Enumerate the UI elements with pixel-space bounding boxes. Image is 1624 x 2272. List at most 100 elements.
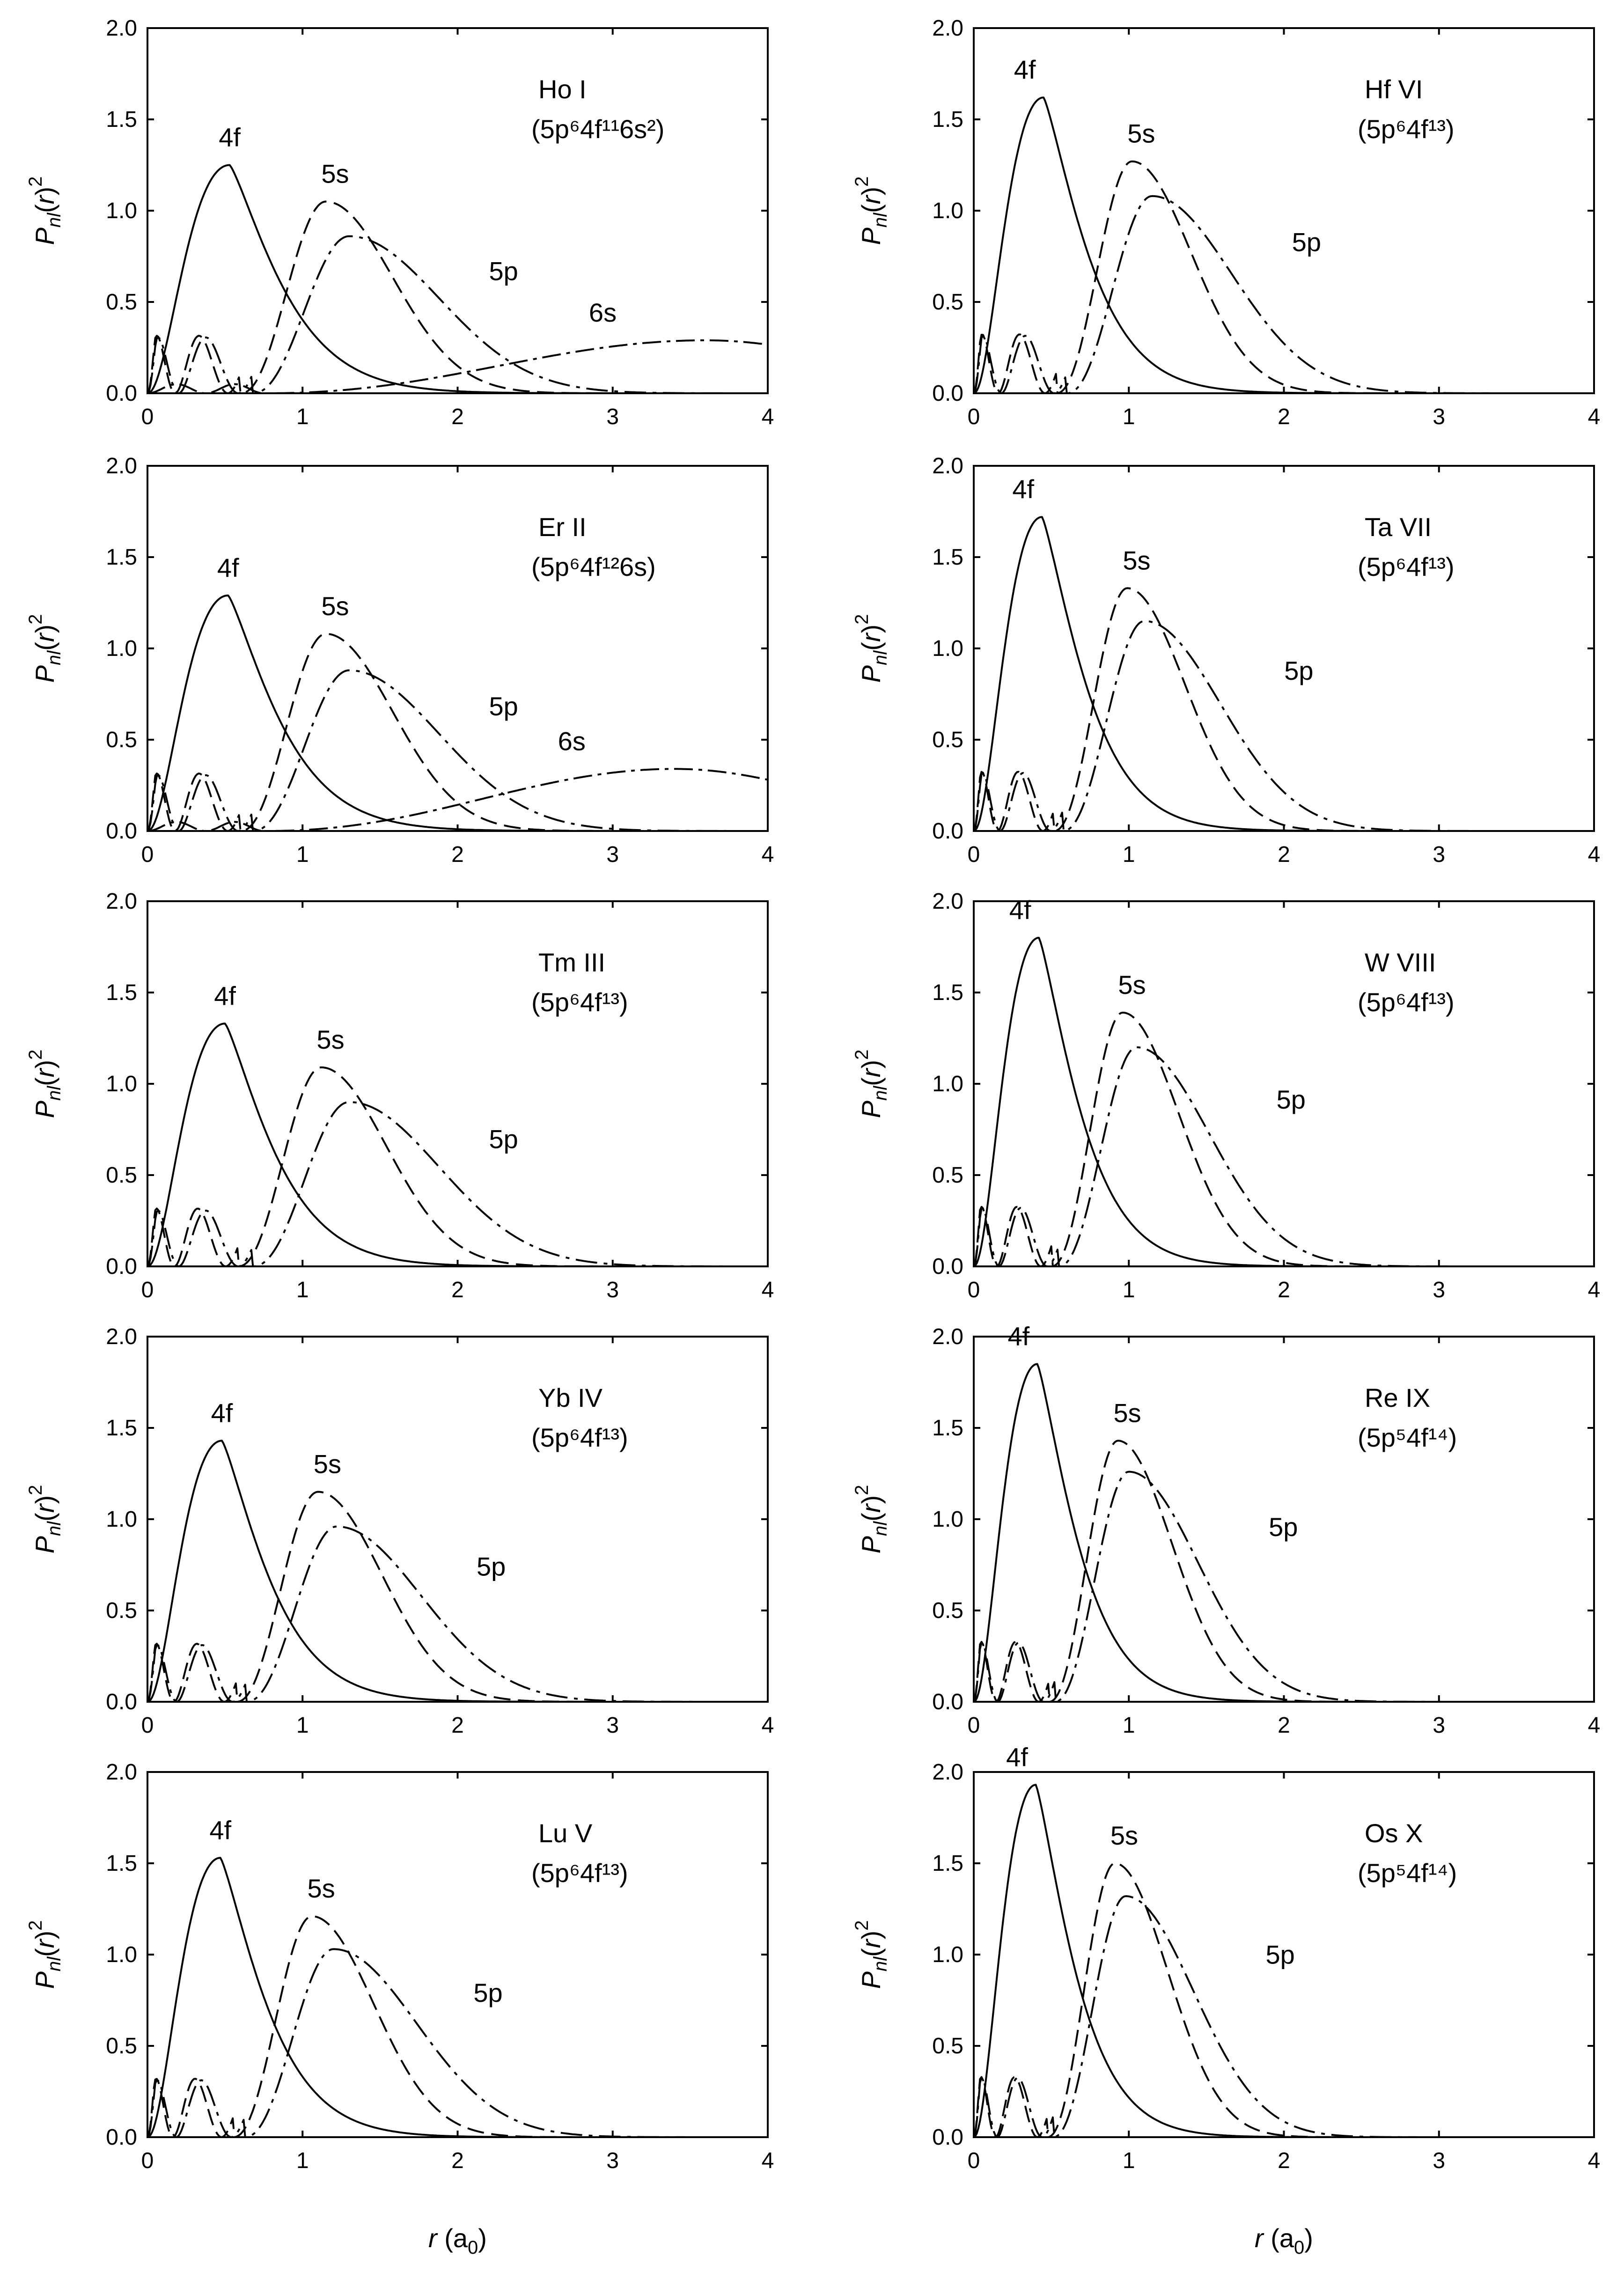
x-tick-label: 4 (1588, 404, 1601, 429)
y-axis-label: Pnl(r)2 (25, 614, 65, 683)
y-tick-label: 2.0 (106, 889, 137, 914)
y-axis-label: Pnl(r)2 (25, 1920, 65, 1989)
y-tick-label: 0.0 (106, 1690, 137, 1714)
curve-label-4f: 4f (1014, 55, 1036, 84)
x-tick-label: 4 (762, 842, 774, 867)
series-5s-line (147, 1915, 768, 2138)
ion-configuration: (5p⁶4f¹²6s) (531, 552, 656, 581)
plot-frame (147, 900, 769, 1267)
series-5s-line (973, 1862, 1594, 2138)
y-tick-label: 0.0 (106, 819, 137, 844)
curve-label-4f: 4f (214, 981, 236, 1010)
plot-frame (147, 465, 769, 832)
x-tick-label: 0 (968, 842, 980, 867)
curve-label-5s: 5s (314, 1449, 341, 1479)
series-4f-line (147, 1857, 768, 2138)
y-axis-label: Pnl(r)2 (852, 1050, 891, 1118)
curve-label-5p: 5p (489, 691, 518, 721)
panel-os-x: 0.0 0.5 1.0 1.5 2.0 0 1 2 3 4 Pnl(r)2 4f 5s 5p Os X (5p… (852, 1742, 1600, 2173)
ion-name: W VIII (1365, 948, 1436, 977)
x-tick-label: 1 (296, 2148, 309, 2173)
y-tick-label: 0.5 (106, 1163, 137, 1188)
y-tick-label: 2.0 (932, 889, 963, 914)
y-tick-label: 1.0 (932, 636, 963, 661)
series-5s-line (147, 632, 768, 832)
x-tick-label: 2 (451, 1278, 464, 1302)
panel-yb-iv: 0.0 0.5 1.0 1.5 2.0 0 1 2 3 4 Pnl(r)2 4f 5s 5p Yb IV (5… (25, 1324, 774, 1738)
curve-label-5p: 5p (477, 1551, 506, 1581)
ion-name: Os X (1365, 1818, 1423, 1848)
y-tick-label: 0.5 (106, 290, 137, 315)
ion-configuration: (5p⁶4f¹³) (1358, 987, 1455, 1017)
x-tick-label: 2 (1278, 1713, 1290, 1738)
ion-configuration: (5p⁶4f¹¹6s²) (531, 114, 664, 144)
y-tick-label: 0.0 (932, 1690, 963, 1714)
ion-name: Tm III (538, 948, 605, 977)
series-6s-line (147, 768, 768, 832)
x-tick-label: 4 (762, 1278, 774, 1302)
y-tick-label: 2.0 (932, 1324, 963, 1349)
curve-label-4f: 4f (219, 123, 241, 152)
curve-label-6s: 6s (558, 726, 586, 756)
y-tick-label: 0.0 (932, 2125, 963, 2150)
series-5s-line (973, 160, 1594, 394)
x-tick-label: 1 (1123, 404, 1135, 429)
x-tick-label: 0 (968, 2148, 980, 2173)
x-tick-label: 0 (141, 1713, 154, 1738)
y-tick-label: 2.0 (932, 1760, 963, 1785)
x-tick-label: 0 (141, 404, 154, 429)
x-tick-label: 2 (451, 2148, 464, 2173)
y-axis-label: Pnl(r)2 (25, 1485, 65, 1554)
y-tick-label: 1.5 (106, 107, 137, 132)
panel-re-ix: 0.0 0.5 1.0 1.5 2.0 0 1 2 3 4 Pnl(r)2 4f 5s 5p Re IX (5… (852, 1322, 1600, 1738)
series-5p-line (147, 235, 768, 394)
x-tick-label: 3 (606, 1713, 619, 1738)
x-tick-label: 1 (1123, 842, 1135, 867)
y-tick-label: 1.0 (106, 1942, 137, 1967)
curve-label-5s: 5s (321, 591, 349, 621)
x-tick-label: 3 (1433, 1278, 1445, 1302)
ion-configuration: (5p⁵4f¹⁴) (1358, 1423, 1457, 1452)
ion-name: Yb IV (538, 1383, 603, 1412)
y-tick-label: 0.5 (932, 2034, 963, 2059)
curve-label-5s: 5s (1113, 1398, 1141, 1427)
series-5s-line (147, 1491, 768, 1703)
series-4f-line (147, 594, 768, 832)
y-tick-label: 1.5 (932, 980, 963, 1005)
series-5s-line (973, 1011, 1594, 1267)
y-tick-label: 1.0 (106, 636, 137, 661)
x-tick-label: 4 (1588, 2148, 1601, 2173)
curve-label-4f: 4f (211, 1398, 233, 1427)
y-tick-label: 2.0 (106, 1760, 137, 1785)
panel-tm-iii: 0.0 0.5 1.0 1.5 2.0 0 1 2 3 4 Pnl(r)2 4f 5s 5p Tm III (… (25, 889, 774, 1302)
y-tick-label: 2.0 (932, 16, 963, 41)
y-axis-label: Pnl(r)2 (852, 1920, 891, 1989)
x-tick-label: 0 (141, 1278, 154, 1302)
curve-label-4f: 4f (1007, 1322, 1029, 1351)
plot-frame (147, 1336, 769, 1703)
panel-er-ii: 0.0 0.5 1.0 1.5 2.0 0 1 2 3 4 Pnl(r)2 4f 5s 5p 6s Er II… (25, 454, 774, 867)
y-axis-label: Pnl(r)2 (852, 614, 891, 683)
x-tick-label: 3 (606, 404, 619, 429)
x-tick-label: 3 (606, 2148, 619, 2173)
curve-label-5s: 5s (321, 159, 349, 189)
ion-configuration: (5p⁶4f¹³) (531, 987, 628, 1017)
panel-lu-v: 0.0 0.5 1.0 1.5 2.0 0 1 2 3 4 Pnl(r)2 4f 5s 5p Lu V (5p… (25, 1760, 774, 2173)
curve-label-5p: 5p (1265, 1940, 1294, 1969)
series-5p-line (147, 1525, 768, 1703)
x-axis-label: r (a0) (1255, 2223, 1313, 2258)
series-6s-line (147, 339, 768, 394)
y-axis-label: Pnl(r)2 (852, 176, 891, 245)
ion-name: Hf VI (1365, 74, 1423, 104)
series-5p-line (147, 1101, 768, 1267)
series-5p-line (973, 620, 1594, 832)
curve-label-5p: 5p (1277, 1085, 1306, 1114)
y-tick-label: 1.5 (932, 545, 963, 570)
plot-frame (973, 465, 1595, 832)
y-tick-label: 2.0 (106, 16, 137, 41)
series-5p-line (973, 195, 1594, 394)
x-tick-label: 2 (1278, 2148, 1290, 2173)
y-axis-label: Pnl(r)2 (25, 1050, 65, 1118)
y-tick-label: 0.5 (932, 1598, 963, 1623)
y-tick-label: 1.0 (932, 1507, 963, 1532)
